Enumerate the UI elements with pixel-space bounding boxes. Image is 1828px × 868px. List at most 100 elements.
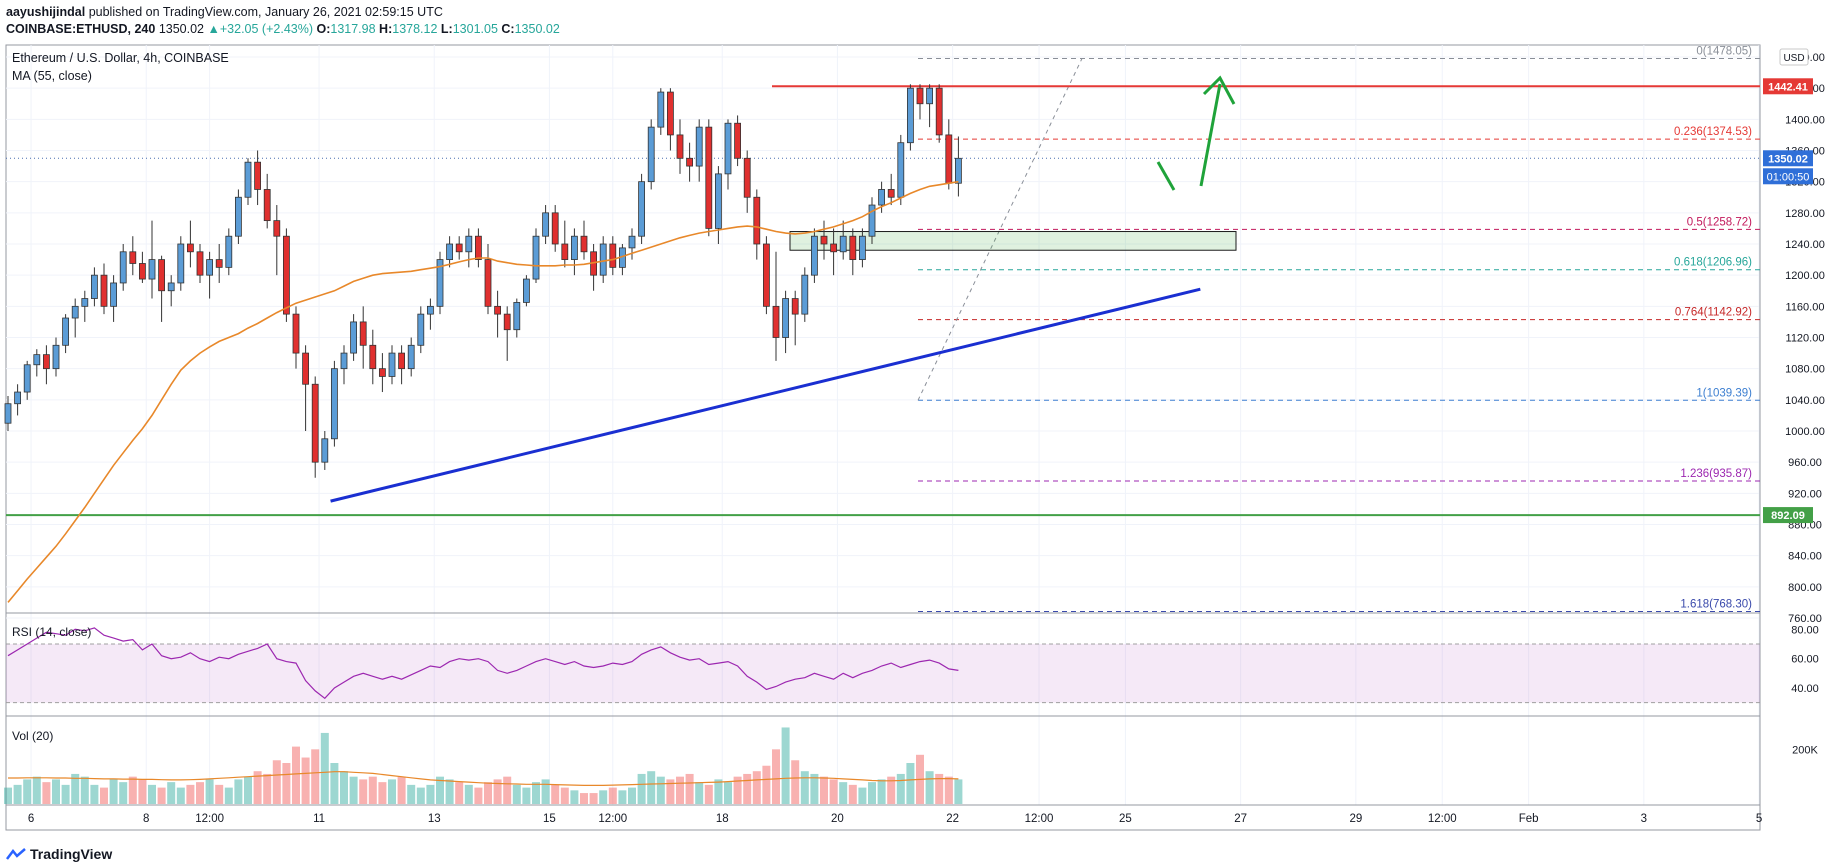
time-axis[interactable]: 6 8 12:00 11 13 15 12:00 18 20 22 12:00 25 27 29 12:00… xyxy=(28,813,1828,825)
volume-bar xyxy=(656,776,665,804)
ma-indicator-label[interactable]: MA (55, close) xyxy=(12,69,92,83)
fib-level-label: 0.5(1258.72) xyxy=(1687,216,1752,228)
volume-bar xyxy=(215,784,224,804)
tradingview-logo-icon xyxy=(6,848,26,860)
candle-body xyxy=(782,298,789,338)
volume-bar xyxy=(685,773,694,804)
candle-body xyxy=(887,189,895,198)
price-tick-label: 1240.00 xyxy=(1785,239,1825,251)
tradingview-logo[interactable]: TradingView xyxy=(6,846,112,862)
volume-bar xyxy=(637,773,646,804)
time-tick-label: 3 xyxy=(1641,813,1647,825)
candle-body xyxy=(695,126,703,167)
time-tick-label: 20 xyxy=(831,813,844,825)
time-tick-label: 13 xyxy=(428,813,441,825)
volume-bar xyxy=(935,773,944,804)
current-price-tag-label: 1350.02 xyxy=(1768,153,1808,165)
candle-body xyxy=(676,134,684,159)
time-tick-label: 29 xyxy=(1349,813,1362,825)
ma-55-line xyxy=(7,180,959,603)
candle-body xyxy=(657,91,665,128)
change-arrow-icon: ▲ xyxy=(207,22,220,36)
volume-bar xyxy=(589,793,598,804)
volume-bar xyxy=(263,773,272,804)
time-tick-label: 8 xyxy=(143,813,149,825)
candle-body xyxy=(734,122,741,159)
symbol-label: COINBASE:ETHUSD, 240 xyxy=(6,22,156,36)
volume-bar xyxy=(724,782,732,804)
volume-pane: 200K xyxy=(4,727,1819,804)
volume-bar xyxy=(464,784,473,804)
candle-body xyxy=(628,235,636,249)
volume-bar xyxy=(436,776,444,804)
publish-text: published on TradingView.com, January 26… xyxy=(88,5,443,19)
candle-body xyxy=(359,321,367,346)
price-tick-label: 760.00 xyxy=(1788,613,1822,625)
rsi-pane: 40.00 60.00 80.00 xyxy=(6,624,1819,704)
open-label: O: xyxy=(316,22,331,36)
candle-body xyxy=(743,157,751,198)
price-tick-label: 1160.00 xyxy=(1786,301,1825,313)
candle-body xyxy=(186,243,194,253)
candle-body xyxy=(484,259,492,307)
volume-bar xyxy=(954,779,963,804)
candle-body xyxy=(811,235,818,276)
rsi-label[interactable]: RSI (14, close) xyxy=(12,625,91,639)
volume-bar xyxy=(800,771,809,804)
candles-series xyxy=(4,84,962,478)
candle-body xyxy=(225,235,233,268)
change-value: +32.05 (+2.43%) xyxy=(219,22,313,36)
fib-level-label: 0.236(1374.53) xyxy=(1674,126,1752,138)
candle-body xyxy=(945,134,953,184)
low-value: 1301.05 xyxy=(452,22,498,36)
candle-body xyxy=(167,282,175,292)
arrow-head xyxy=(1202,75,1236,105)
low-label: L: xyxy=(440,22,453,36)
support-zone-box xyxy=(789,231,1237,251)
candle-body xyxy=(878,189,885,206)
price-tick-label: 1200.00 xyxy=(1785,270,1825,282)
candle-body xyxy=(234,196,242,237)
candle-body xyxy=(244,161,252,198)
volume-bar xyxy=(311,749,320,804)
candle-body xyxy=(263,189,271,222)
volume-bar xyxy=(234,779,243,804)
rsi-line xyxy=(7,627,959,700)
candle-body xyxy=(14,391,22,405)
volume-bar xyxy=(532,782,540,804)
candle-body xyxy=(849,235,857,260)
volume-bar xyxy=(61,784,70,804)
resistance-tag-label: 1442.41 xyxy=(1768,81,1808,93)
high-value: 1378.12 xyxy=(392,22,438,36)
candle-body xyxy=(321,438,329,463)
candle-body xyxy=(62,317,69,346)
candle-body xyxy=(513,302,521,331)
volume-bar xyxy=(71,773,80,804)
candle-body xyxy=(158,259,166,292)
currency-badge[interactable] xyxy=(1779,48,1809,66)
volume-bar xyxy=(820,776,828,804)
brand-name: TradingView xyxy=(30,846,113,862)
volume-bar xyxy=(196,782,204,804)
candle-body xyxy=(503,313,511,331)
time-tick-label: 25 xyxy=(1119,813,1132,825)
candle-body xyxy=(292,313,300,354)
candle-body xyxy=(378,368,386,377)
volume-label[interactable]: Vol (20) xyxy=(12,729,53,743)
volume-bar xyxy=(272,760,281,804)
price-axis[interactable]: 760.00800.00840.00880.00920.00960.001000… xyxy=(1763,52,1825,625)
volume-bar xyxy=(397,776,406,804)
price-tick-label: 1040.00 xyxy=(1785,395,1825,407)
candle-body xyxy=(100,274,108,307)
volume-bar xyxy=(109,779,118,804)
volume-bar xyxy=(944,776,953,804)
candle-body xyxy=(369,344,377,370)
author-name[interactable]: aayushijindal xyxy=(6,5,86,19)
candle-body xyxy=(830,243,837,253)
candle-body xyxy=(23,364,31,393)
volume-bar xyxy=(253,771,262,804)
volume-bar xyxy=(666,779,675,804)
volume-bar xyxy=(628,787,636,804)
volume-bar xyxy=(896,773,905,804)
